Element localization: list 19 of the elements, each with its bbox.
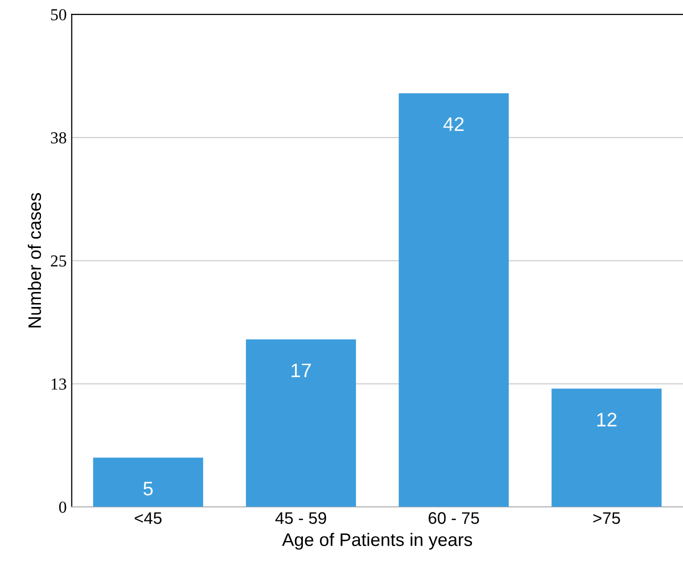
x-axis-title: Age of Patients in years	[282, 532, 472, 550]
data-label: 42	[443, 117, 464, 131]
x-tick-label: >75	[593, 512, 620, 524]
y-tick-label: 0	[59, 502, 66, 513]
y-tick-label: 50	[51, 9, 66, 20]
bar	[552, 388, 662, 507]
x-tick-label: 60 - 75	[428, 512, 480, 524]
data-label: 12	[597, 412, 616, 426]
y-tick-label: 13	[52, 378, 66, 390]
x-tick-label: <45	[134, 512, 162, 524]
bar	[93, 458, 204, 507]
y-axis-title: Number of cases	[28, 193, 42, 328]
x-tick-label: 45 - 59	[275, 512, 326, 524]
data-label: 5	[143, 482, 153, 496]
data-label: 17	[292, 364, 311, 378]
y-tick-label: 25	[50, 255, 66, 267]
y-tick-label: 38	[50, 132, 66, 144]
bar	[398, 93, 509, 507]
bar	[246, 339, 356, 507]
